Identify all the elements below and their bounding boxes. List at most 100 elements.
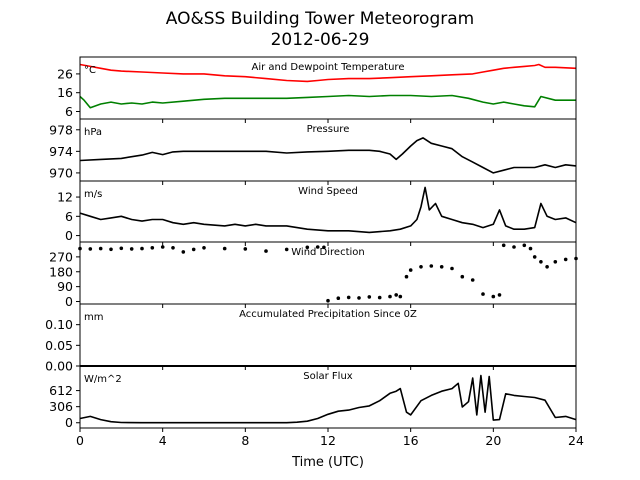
panel-3-point-28 [398,294,403,299]
panel-3-point-47 [553,260,558,264]
panel-3-point-19 [322,245,326,250]
panel-3-point-1 [88,247,93,251]
panel-3-point-31 [419,265,423,269]
panel-3-point-6 [140,246,144,251]
panel-5-unit: W/m^2 [84,374,122,385]
panel-3-point-13 [222,246,227,251]
panel-2-unit: m/s [84,189,102,200]
panel-3-point-42 [522,243,527,248]
panel-3-title: Wind Direction [291,247,365,258]
panel-3-point-16 [284,247,289,252]
panel-0-series-0-line [79,63,577,83]
xtick-label-0: 0 [76,433,84,448]
panel-4: 0.00 0.05 0.10 Accumulated Precipitation Si… [45,303,577,374]
panel-3-point-25 [377,295,382,300]
panel-3-point-33 [439,265,444,269]
panel-3-point-15 [264,249,268,253]
panel-0-ytick-label-1: 16 [57,85,73,100]
panel-3-point-36 [470,278,475,282]
panel-3-point-5 [129,247,134,251]
panel-3-point-23 [357,296,361,300]
panel-3-point-12 [202,246,206,250]
panel-1-title: Pressure [307,124,350,135]
panel-3-point-48 [563,257,568,262]
panel-3-point-4 [119,246,124,251]
panel-4-ytick-label-1: 0.05 [45,338,73,353]
panel-0-unit: °C [84,65,96,76]
panel-3-point-22 [346,295,351,300]
figure-title: AO&SS Building Tower Meteorogram [166,9,474,29]
panel-3-point-45 [539,260,543,264]
panel-3-point-24 [367,295,372,299]
panel-2-ytick-label-1: 6 [65,209,73,224]
xtick-label-1: 4 [159,433,167,448]
xtick-label-3: 12 [320,433,336,448]
panel-3-point-27 [394,293,399,297]
panel-2-series-0-line [79,186,577,234]
panel-3-point-32 [429,264,434,268]
x-axis-label: Time (UTC) [291,455,364,470]
panel-5-ytick-label-0: 0 [65,415,73,430]
panel-3-point-29 [404,274,409,279]
panel-0: 6 16 26 Air and Dewpoint Temperature °C [57,56,577,123]
panel-3-point-7 [150,246,155,250]
figure-subtitle: 2012-06-29 [271,30,370,50]
panel-2-title: Wind Speed [298,186,358,197]
panel-3-ytick-label-0: 0 [65,294,73,309]
panel-1-ytick-label-1: 974 [49,144,73,159]
panel-3-point-46 [545,265,549,269]
panel-5-series-0-line [79,374,577,424]
panel-5-ytick-label-2: 612 [49,383,73,398]
panel-2: 0 6 12 Wind Speed m/s [57,180,577,246]
panel-5-ytick-label-1: 306 [49,399,73,414]
xtick-label-6: 24 [568,433,584,448]
xtick-label-5: 20 [485,433,501,448]
panel-3-point-39 [497,293,502,297]
panel-3-point-38 [491,294,496,299]
panel-3-point-44 [532,255,537,259]
panel-3-point-37 [481,292,485,296]
panel-4-unit: mm [84,312,103,323]
panel-3-point-8 [160,245,165,249]
panel-1-ytick-label-2: 978 [49,122,73,137]
panel-3-point-43 [528,246,533,251]
panel-2-ytick-label-2: 12 [57,190,73,205]
xtick-label-2: 8 [241,433,249,448]
panel-3-point-3 [109,247,113,252]
panel-3-point-30 [408,268,413,272]
panel-3-point-21 [336,296,341,301]
panel-5-title: Solar Flux [303,371,353,382]
panel-3-point-20 [326,298,330,303]
panel-0-ytick-label-0: 6 [65,104,73,119]
panel-0-ytick-label-2: 26 [57,66,73,81]
panel-4-ytick-label-2: 0.10 [45,317,73,332]
panel-0-series-1-line [79,94,576,109]
panel-3-point-2 [98,246,103,251]
panel-3-point-26 [388,294,392,299]
panel-3-point-14 [243,247,248,251]
xtick-label-4: 16 [403,433,419,448]
panel-0-title: Air and Dewpoint Temperature [252,62,405,73]
panel-1-unit: hPa [84,127,102,138]
panel-3-ytick-label-2: 180 [49,264,73,279]
panel-3-point-10 [181,250,186,254]
panel-3-ytick-label-1: 90 [57,279,73,294]
panel-3-point-9 [171,246,175,250]
panel-4-title: Accumulated Precipitation Since 0Z [239,309,417,320]
panel-3-point-17 [305,245,310,250]
panel-3-point-18 [315,245,320,249]
panel-4-ytick-label-0: 0.00 [45,359,73,374]
panel-1: 970 974 978 Pressure hPa [49,118,577,185]
panel-1-series-0-line [79,137,577,174]
panel-2-ytick-label-0: 0 [65,228,73,243]
panel-3-point-35 [460,274,465,279]
panel-3-ytick-label-3: 270 [49,249,73,264]
panel-1-ytick-label-0: 970 [49,165,73,180]
panel-3-point-11 [191,247,196,252]
panel-3-point-40 [501,243,506,248]
panel-3-point-41 [512,245,516,249]
